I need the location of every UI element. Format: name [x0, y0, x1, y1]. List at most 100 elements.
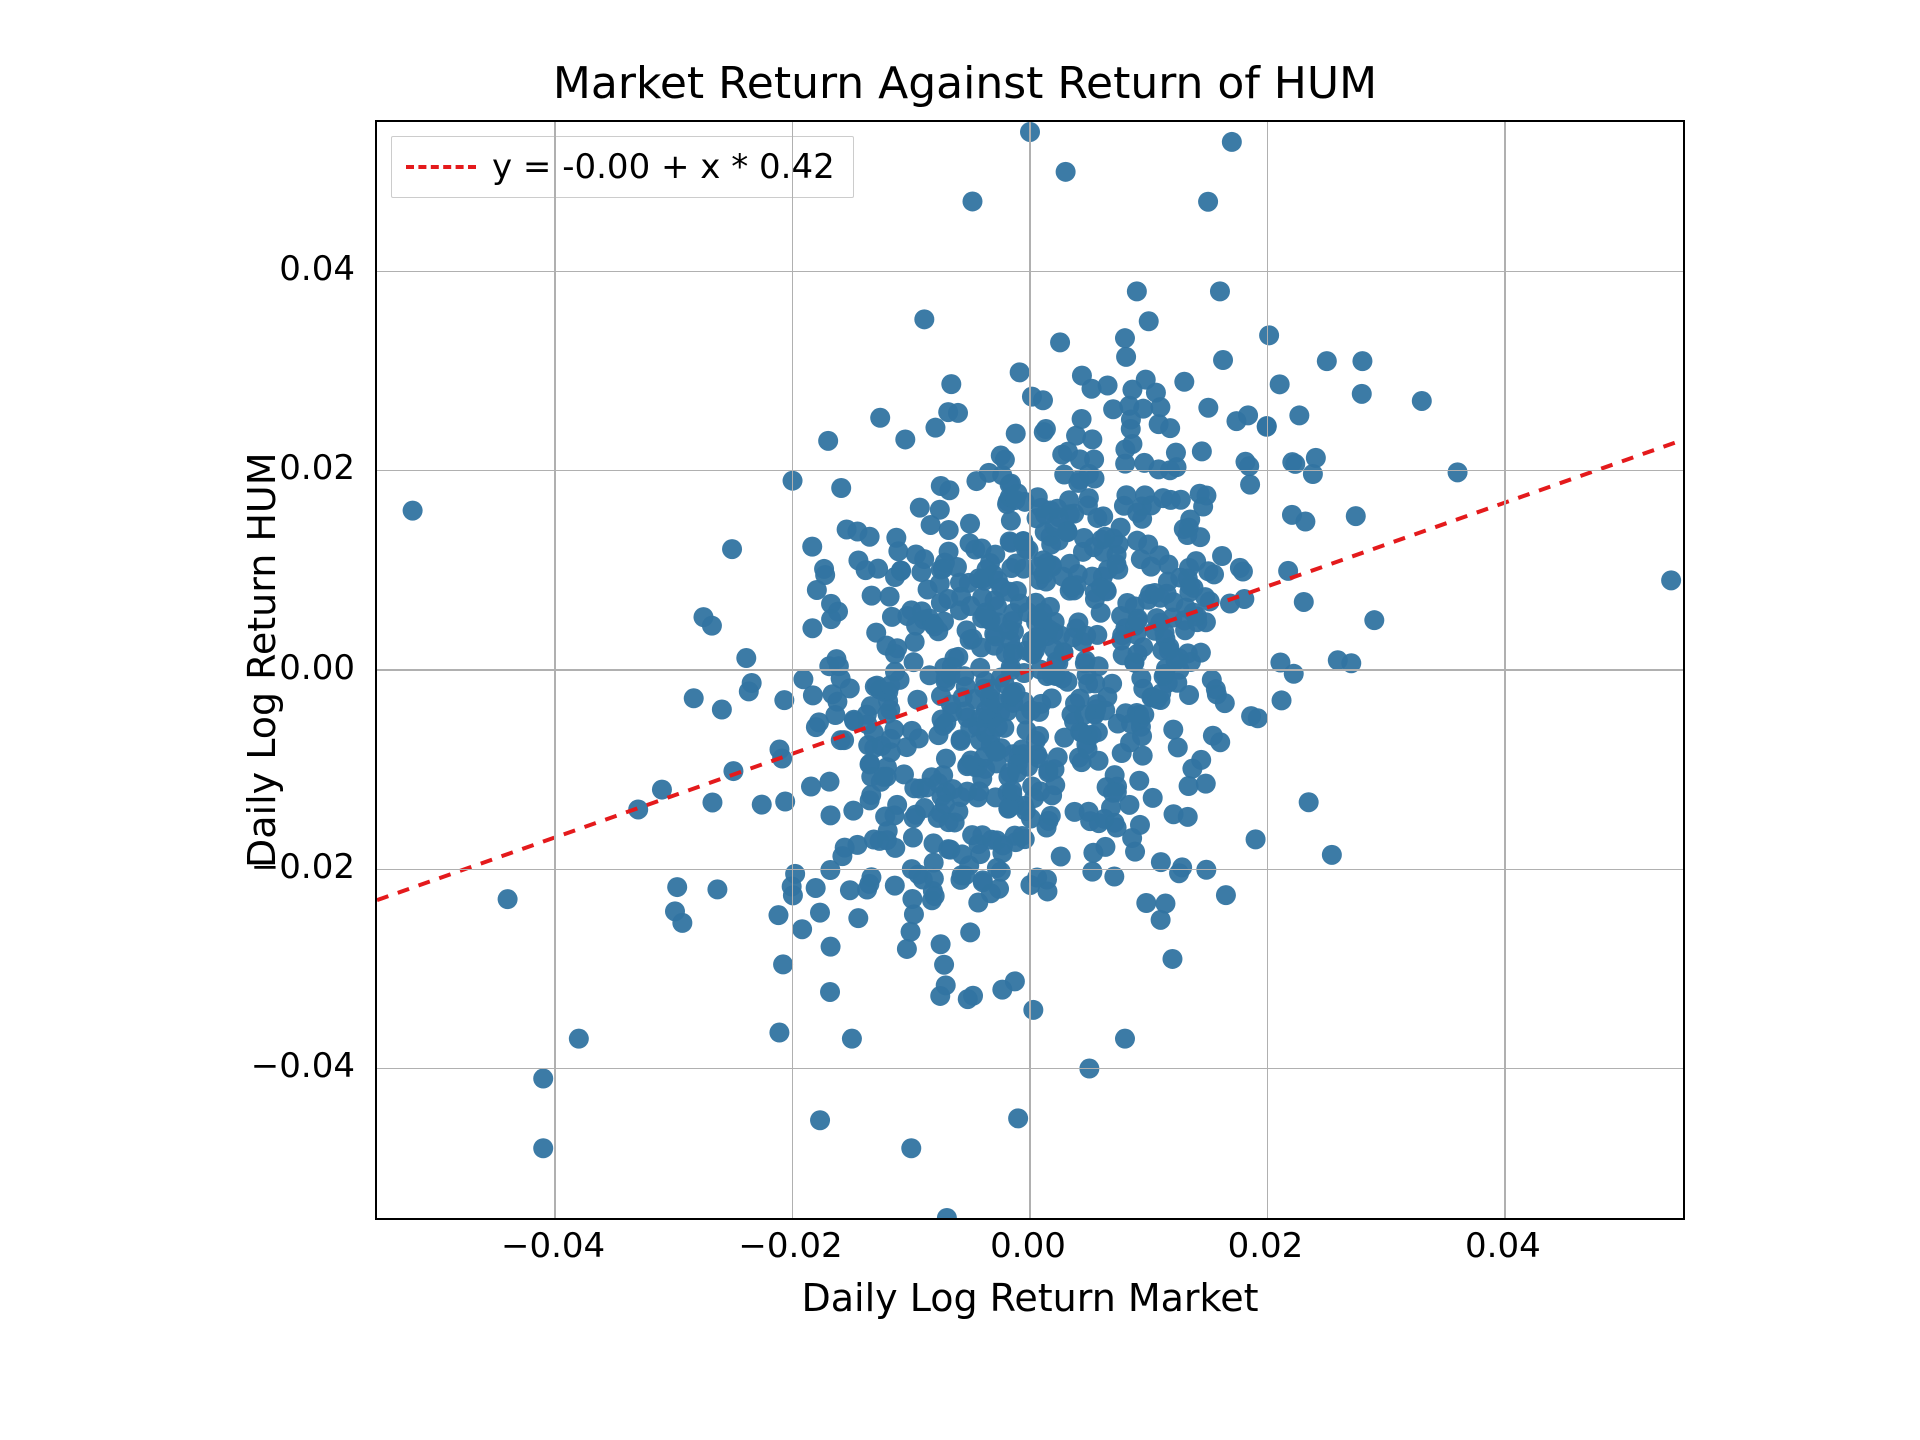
data-point	[848, 550, 868, 570]
data-point	[1031, 498, 1051, 518]
data-point	[1190, 484, 1210, 504]
data-point	[819, 772, 839, 792]
data-point	[876, 636, 896, 656]
data-point	[1168, 737, 1188, 757]
data-point	[1139, 311, 1159, 331]
data-point	[1005, 490, 1025, 510]
data-point	[1089, 751, 1109, 771]
plot-box: y = -0.00 + x * 0.42	[375, 120, 1685, 1220]
data-point	[1328, 650, 1348, 670]
data-point	[702, 792, 722, 812]
data-point	[1284, 664, 1304, 684]
data-point	[862, 586, 882, 606]
data-point	[999, 798, 1019, 818]
data-point	[939, 520, 959, 540]
figure: Market Return Against Return of HUM y = …	[180, 40, 1750, 1390]
data-point	[861, 696, 881, 716]
data-point	[972, 769, 992, 789]
data-point	[1346, 506, 1366, 526]
data-point	[940, 840, 960, 860]
data-point	[1155, 623, 1175, 643]
data-point	[1002, 780, 1022, 800]
data-point	[885, 876, 905, 896]
data-point	[1044, 517, 1064, 537]
data-point	[873, 767, 893, 787]
data-point	[931, 476, 951, 496]
data-point	[821, 805, 841, 825]
data-point	[1136, 370, 1156, 390]
data-point	[403, 501, 423, 521]
data-point	[957, 620, 977, 640]
data-point	[1364, 610, 1384, 630]
data-point	[1064, 504, 1084, 524]
data-point	[834, 730, 854, 750]
gridline-h	[377, 1068, 1683, 1070]
data-point	[1240, 475, 1260, 495]
data-point	[1122, 434, 1142, 454]
data-point	[1198, 192, 1218, 212]
data-point	[999, 620, 1019, 640]
data-point	[937, 1208, 957, 1218]
data-point	[1061, 576, 1081, 596]
data-point	[822, 684, 842, 704]
data-point	[960, 922, 980, 942]
data-point	[768, 905, 788, 925]
data-point	[1093, 506, 1113, 526]
data-point	[1038, 760, 1058, 780]
data-point	[992, 980, 1012, 1000]
data-point	[684, 688, 704, 708]
data-point	[1143, 788, 1163, 808]
data-point	[1095, 700, 1115, 720]
data-point	[1289, 405, 1309, 425]
data-point	[1179, 776, 1199, 796]
data-point	[880, 587, 900, 607]
data-point	[1191, 750, 1211, 770]
data-point	[1352, 384, 1372, 404]
data-point	[1160, 418, 1180, 438]
data-point	[991, 862, 1011, 882]
data-point	[936, 668, 956, 688]
data-point	[793, 669, 813, 689]
data-point	[1125, 842, 1145, 862]
data-point	[1150, 588, 1170, 608]
data-point	[1006, 553, 1026, 573]
data-point	[1072, 723, 1092, 743]
data-point	[712, 700, 732, 720]
data-point	[970, 658, 990, 678]
data-point	[1183, 578, 1203, 598]
data-point	[1018, 602, 1038, 622]
data-point	[1129, 771, 1149, 791]
x-tick-label: 0.00	[990, 1226, 1066, 1266]
data-point	[868, 559, 888, 579]
data-point	[901, 922, 921, 942]
data-point	[1040, 597, 1060, 617]
data-point	[901, 1138, 921, 1158]
chart-title: Market Return Against Return of HUM	[180, 58, 1750, 109]
data-point	[1000, 763, 1020, 783]
data-point	[1134, 705, 1154, 725]
data-point	[769, 1023, 789, 1043]
gridline-h	[377, 869, 1683, 871]
data-point	[970, 844, 990, 864]
data-point	[925, 418, 945, 438]
data-point	[810, 903, 830, 923]
data-point	[925, 616, 945, 636]
data-point	[922, 767, 942, 787]
data-point	[1054, 728, 1074, 748]
data-point	[931, 934, 951, 954]
data-point	[820, 982, 840, 1002]
data-point	[1079, 488, 1099, 508]
data-point	[1037, 881, 1057, 901]
data-point	[1095, 527, 1115, 547]
data-point	[1216, 885, 1236, 905]
data-point	[806, 878, 826, 898]
data-point	[1083, 843, 1103, 863]
data-point	[918, 579, 938, 599]
data-point	[957, 708, 977, 728]
data-point	[1117, 593, 1137, 613]
data-point	[1412, 391, 1432, 411]
data-point	[925, 886, 945, 906]
data-point	[1001, 511, 1021, 531]
data-point	[1060, 554, 1080, 574]
data-point	[1448, 462, 1468, 482]
